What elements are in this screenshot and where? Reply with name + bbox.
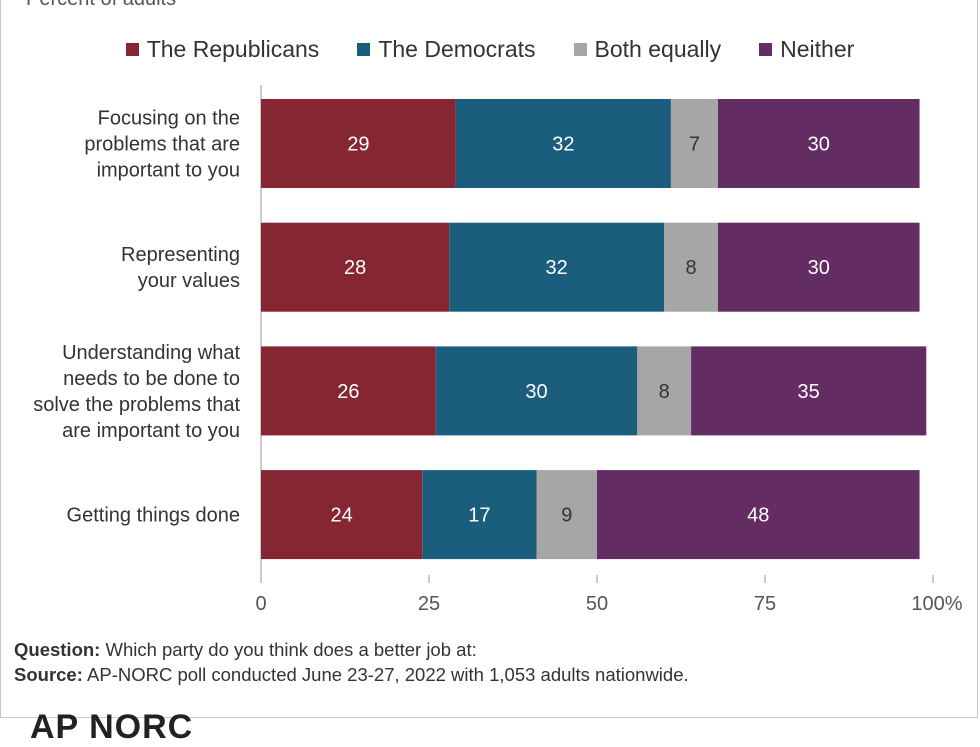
- bar-segment: [435, 346, 638, 436]
- data-label: 26: [337, 381, 359, 403]
- legend-label: Both equally: [594, 36, 722, 62]
- category-label: important to you: [97, 160, 240, 182]
- legend-item-republicans: The Republicans: [125, 36, 320, 63]
- legend-swatch: [357, 43, 371, 56]
- x-tick-label: 50: [586, 593, 608, 615]
- category-label: your values: [138, 270, 240, 292]
- bar-segment: [261, 222, 450, 312]
- category-label: needs to be done to: [63, 368, 240, 390]
- question-text: Which party do you think does a better j…: [100, 639, 477, 660]
- chart-subtitle: Percent of adults: [26, 0, 176, 11]
- data-label: 17: [468, 505, 490, 527]
- source-text: AP-NORC poll conducted June 23-27, 2022 …: [82, 664, 689, 685]
- bar-segment: [455, 99, 671, 188]
- legend-label: The Republicans: [146, 36, 320, 62]
- bar-segment: [664, 222, 718, 312]
- bar-segment: [536, 470, 597, 560]
- legend: The Republicans The Democrats Both equal…: [0, 36, 980, 63]
- bar-segment: [717, 99, 920, 188]
- data-label: 30: [808, 134, 830, 156]
- bar-segment: [422, 470, 537, 560]
- data-label: 32: [546, 257, 568, 279]
- data-label: 32: [552, 134, 574, 156]
- data-label: 48: [747, 505, 769, 527]
- legend-item-neither: Neither: [759, 36, 854, 63]
- x-tick-label: 75: [754, 593, 776, 615]
- data-label: 35: [798, 381, 820, 403]
- bar-segment: [449, 222, 665, 312]
- stacked-bar-chart: 29 32 7 30 Focusing on the problems that are i…: [33, 85, 963, 615]
- data-label: 8: [659, 381, 670, 403]
- source-line: Source: AP-NORC poll conducted June 23-2…: [14, 662, 689, 687]
- chart-footer: Question: Which party do you think does …: [14, 637, 689, 687]
- data-label: 30: [808, 257, 830, 279]
- bar-segment: [261, 346, 436, 436]
- legend-swatch: [573, 43, 587, 56]
- data-label: 28: [344, 257, 366, 279]
- category-label: are important to you: [62, 420, 240, 442]
- category-label: problems that are: [84, 134, 240, 156]
- category-label: solve the problems that: [33, 394, 240, 416]
- bar-segment: [637, 346, 692, 436]
- ap-norc-logo: AP NORC: [30, 708, 194, 746]
- chart-frame: [0, 0, 978, 718]
- category-label: Representing: [121, 244, 240, 266]
- data-label: 24: [331, 505, 353, 527]
- data-label: 30: [525, 381, 547, 403]
- bar-segment: [691, 346, 927, 436]
- category-label: Focusing on the: [98, 108, 240, 130]
- x-tick-label: 0: [255, 593, 266, 615]
- question-line: Question: Which party do you think does …: [14, 637, 689, 662]
- x-tick-label: 25: [418, 593, 440, 615]
- legend-swatch: [125, 43, 139, 56]
- legend-item-both: Both equally: [573, 36, 722, 63]
- category-label: Getting things done: [67, 505, 240, 527]
- legend-label: Neither: [780, 36, 855, 62]
- data-label: 29: [347, 134, 369, 156]
- bar-segment: [717, 222, 920, 312]
- bar-segment: [670, 99, 718, 188]
- bar-segment: [261, 99, 456, 188]
- data-label: 8: [686, 257, 697, 279]
- legend-swatch: [759, 43, 773, 56]
- bar-segment: [261, 470, 423, 560]
- data-label: 9: [561, 505, 572, 527]
- legend-label: The Democrats: [378, 36, 536, 62]
- question-label: Question:: [14, 639, 101, 660]
- category-label: Understanding what: [62, 342, 240, 364]
- bar-segment: [597, 470, 920, 560]
- source-label: Source:: [14, 664, 83, 685]
- x-tick-label: 100%: [911, 593, 962, 615]
- data-label: 7: [689, 134, 700, 156]
- legend-item-democrats: The Democrats: [357, 36, 536, 63]
